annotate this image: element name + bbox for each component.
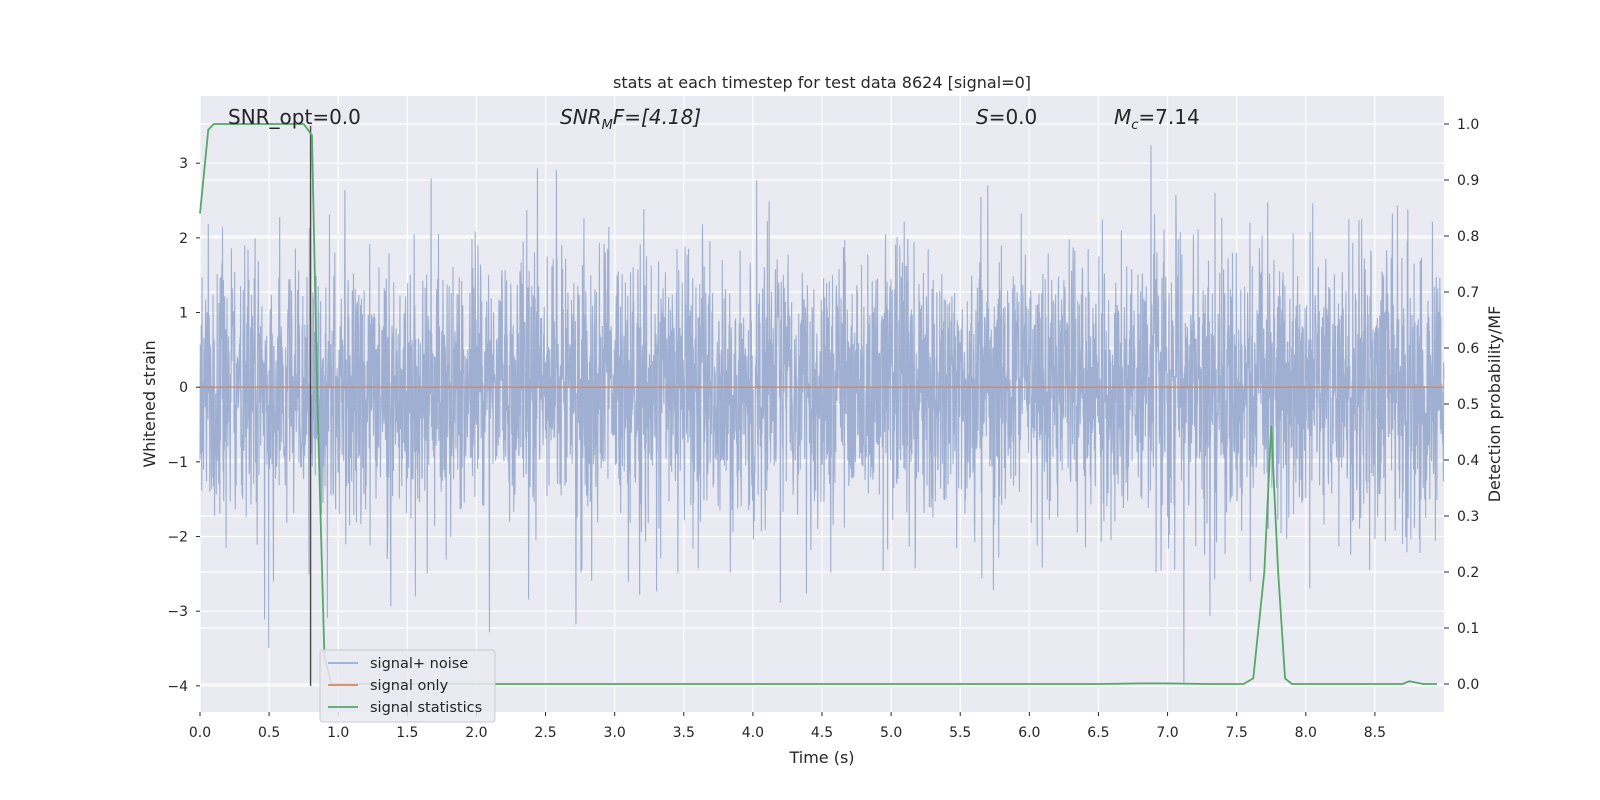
y-axis-label-right: Detection probability/MF [1485, 306, 1504, 503]
y-axis-label-left: Whitened strain [140, 340, 159, 467]
annotation-snr-mf: SNRMF=[4.18] [560, 105, 701, 133]
y-right-tick-label: 0.7 [1457, 285, 1479, 301]
y-left-tick-label: 0 [179, 380, 188, 396]
y-right-tick-label: 0.2 [1457, 565, 1479, 581]
x-tick-label: 0.0 [189, 725, 211, 741]
x-tick-label: 8.0 [1295, 725, 1317, 741]
y-right-tick-label: 0.9 [1457, 173, 1479, 189]
x-tick-label: 7.0 [1156, 725, 1178, 741]
y-right-tick-label: 0.6 [1457, 341, 1479, 357]
annotation-mc: Mc=7.14 [1114, 105, 1200, 133]
series-lines [199, 123, 1444, 686]
x-tick-label: 0.5 [258, 725, 280, 741]
annotation-mc-sub: c [1131, 118, 1138, 133]
x-tick-label: 3.0 [604, 725, 626, 741]
annotation-s-value: =0.0 [989, 105, 1038, 129]
x-tick-label: 6.5 [1087, 725, 1109, 741]
annotation-snr-mf-rest: F=[4.18] [613, 105, 701, 129]
y-left-tick-label: 3 [179, 156, 188, 172]
annotation-s: S=0.0 [976, 105, 1037, 129]
y-left-tick-label: −1 [167, 455, 188, 471]
annotation-snr-opt: SNR_opt=0.0 [228, 105, 361, 129]
x-tick-label: 1.0 [327, 725, 349, 741]
legend-box [319, 649, 496, 723]
y-right-tick-label: 0.1 [1457, 621, 1479, 637]
x-tick-label: 3.5 [673, 725, 695, 741]
legend-label-signal-statistics: signal statistics [370, 700, 482, 716]
y-left-tick-label: −3 [167, 604, 188, 620]
x-tick-label: 7.5 [1226, 725, 1248, 741]
y-right-tick-label: 0.5 [1457, 397, 1479, 413]
y-left-tick-label: 2 [179, 231, 188, 247]
x-tick-label: 5.0 [880, 725, 902, 741]
x-tick-labels: 0.0 0.5 1.0 1.5 2.0 2.5 3.0 3.5 4.0 4.5 5.0 5.5 6.0 6… [189, 712, 1386, 741]
legend-label-signal-only: signal only [370, 678, 449, 694]
legend: signal+ noise signal only signal statist… [319, 649, 496, 723]
x-tick-label: 4.5 [811, 725, 833, 741]
x-tick-label: 8.5 [1364, 725, 1386, 741]
x-tick-label: 6.0 [1018, 725, 1040, 741]
annotation-snr-mf-base: SNR [560, 105, 602, 129]
x-tick-label: 2.5 [534, 725, 556, 741]
y-left-tick-label: −2 [167, 530, 188, 546]
annotation-mc-value: =7.14 [1138, 105, 1199, 129]
y-left-tick-label: 1 [179, 306, 188, 322]
x-tick-label: 2.0 [465, 725, 487, 741]
x-tick-label: 5.5 [949, 725, 971, 741]
series-signal-statistics [199, 123, 1438, 685]
annotation-s-italic: S [976, 105, 989, 129]
y-left-tick-label: −4 [167, 679, 188, 695]
annotation-mc-base: M [1114, 105, 1131, 129]
y-right-tick-label: 0.3 [1457, 509, 1479, 525]
chart-title: stats at each timestep for test data 862… [613, 73, 1031, 92]
x-tick-label: 1.5 [396, 725, 418, 741]
y-right-tick-label: 0.8 [1457, 229, 1479, 245]
x-axis-label: Time (s) [788, 748, 854, 767]
x-tick-label: 4.0 [742, 725, 764, 741]
annotation-snr-mf-sub: M [602, 118, 613, 133]
y-left-tick-labels: −4 −3 −2 −1 0 1 2 3 [167, 156, 200, 695]
y-right-tick-label: 0.0 [1457, 677, 1479, 693]
legend-label-signal-noise: signal+ noise [370, 656, 468, 672]
y-right-tick-label: 0.4 [1457, 453, 1479, 469]
y-right-tick-label: 1.0 [1457, 117, 1479, 133]
y-right-tick-labels: 0.0 0.1 0.2 0.3 0.4 0.5 0.6 0.7 0.8 0.9 1.0 [1444, 117, 1479, 693]
